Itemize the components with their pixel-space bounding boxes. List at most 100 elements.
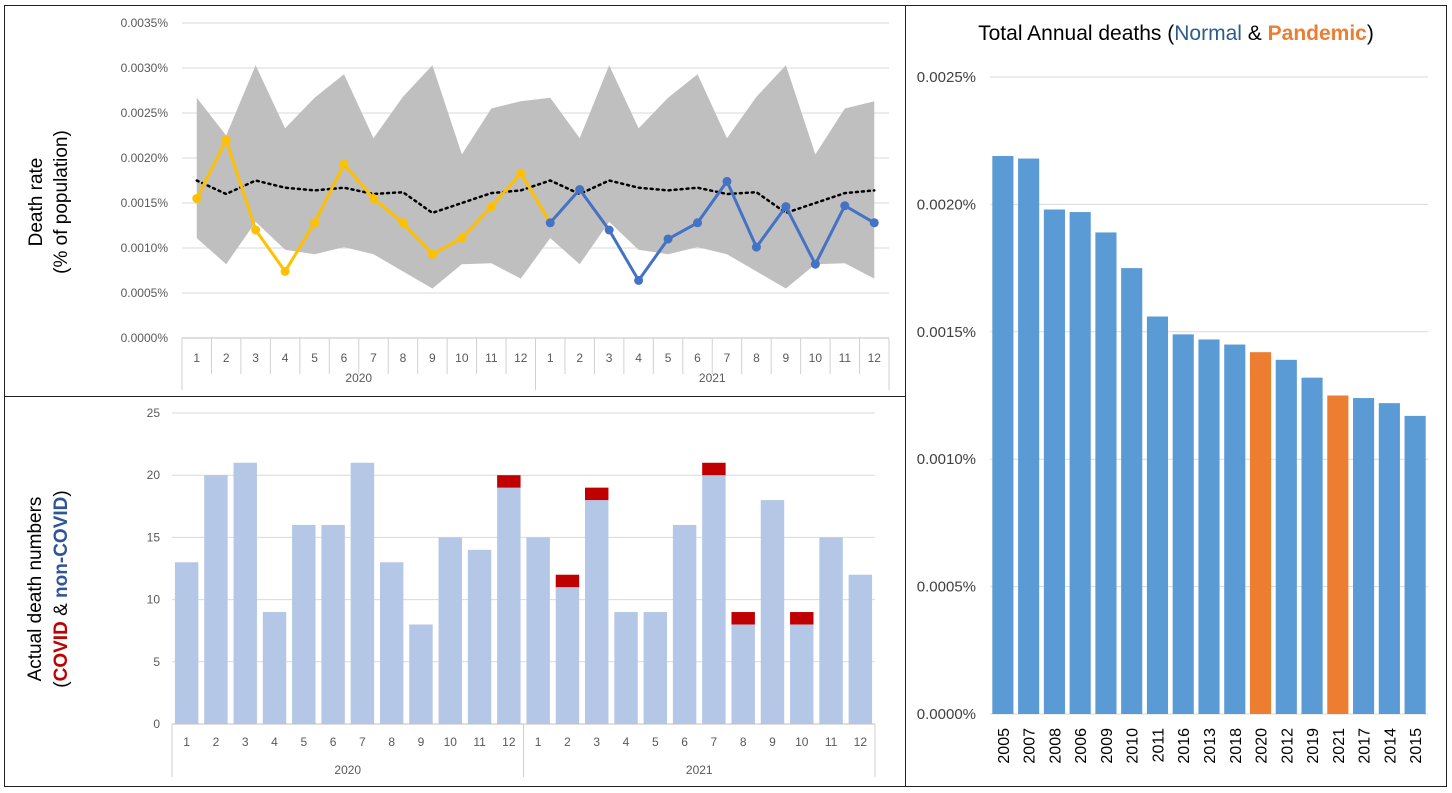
point-2020 [516,168,526,178]
death-rate-chart: 0.0000% 0.0005% 0.0010% 0.0015% 0.0020% 0.002… [26,16,890,390]
bar-non-covid [409,624,433,724]
year-label: 2020 [345,371,372,385]
point-2020 [310,218,320,228]
y-tick-label: 10 [147,593,161,607]
y-tick-label: 25 [147,406,161,420]
average-line [195,179,876,215]
point-2021 [693,218,703,228]
bar-covid [555,574,580,588]
y-tick-label: 0.0030% [121,61,169,75]
month-label: 8 [388,735,395,749]
y-tick-label: 0.0005% [917,579,976,596]
bar-non-covid [379,562,404,724]
bar-normal [1172,334,1194,714]
month-label: 4 [271,735,278,749]
bar-covid [702,462,726,476]
y-axis-title-line2: (% of population) [51,130,72,274]
month-label: 8 [400,351,407,365]
month-label: 6 [330,735,337,749]
month-label: 7 [724,351,731,365]
month-label: 8 [753,351,760,365]
bar-non-covid [321,524,345,724]
month-label: 12 [854,735,868,749]
year-label: 2021 [699,371,726,385]
y-tick-label: 0.0005% [121,286,169,300]
x-category-label: 2007 [1022,728,1039,764]
bar-normal [1043,209,1065,714]
y-axis-title-line1: Actual death numbers [25,497,46,682]
month-label: 9 [783,351,790,365]
bar-normal [1146,316,1169,714]
annual-deaths-chart-panel: Total Annual deaths (Normal & Pandemic) 0… [905,5,1447,787]
bar-normal [1353,398,1375,714]
y-tick-label: 15 [147,530,161,544]
x-category-label: 2019 [1305,728,1322,764]
month-label: 1 [535,735,542,749]
point-2021 [781,202,791,212]
x-category-label: 2009 [1099,728,1116,764]
month-label: 8 [740,735,747,749]
month-label: 3 [242,735,249,749]
point-2020 [486,202,496,212]
chart-title-part: & [1242,22,1268,45]
month-label: 1 [547,351,554,365]
month-label: 10 [455,351,469,365]
bar-non-covid [467,549,492,724]
month-label: 3 [606,351,613,365]
death-numbers-chart-panel: 0 5 10 15 20 25 1 2 3 4 5 6 7 8 9 10 11 12 1 2 3 4 5 6 7 8 9 10 11 12… [4,396,906,787]
series-2021-line [549,178,876,284]
month-label: 4 [282,351,289,365]
bar-non-covid [555,587,580,724]
month-label: 5 [311,351,318,365]
month-label: 10 [444,735,458,749]
x-category-label: 2011 [1150,728,1167,763]
point-2021 [722,176,732,186]
point-2021 [840,201,850,211]
month-label: 11 [839,351,852,365]
bar-non-covid [350,462,375,724]
month-label: 7 [370,351,377,365]
bar-pandemic [1249,352,1272,714]
month-label: 3 [252,351,259,365]
bar-normal [1275,359,1297,714]
month-label: 4 [623,735,630,749]
x-category-label: 2005 [996,728,1013,764]
point-2021 [634,275,644,285]
point-2021 [810,259,820,269]
x-category-label: 2021 [1331,728,1348,764]
month-label: 9 [418,735,425,749]
y-tick-label: 0.0015% [121,196,169,210]
y-tick-label: 0 [153,717,160,731]
y-axis-title-line1: Death rate [26,158,47,247]
bar-non-covid [204,475,228,724]
point-2021 [545,218,555,228]
point-2021 [869,218,879,228]
x-category-label: 2008 [1047,728,1064,764]
y-axis-title-part: ( [51,681,72,688]
bar-non-covid [497,487,521,724]
bar-non-covid [174,562,199,724]
bar-covid [790,612,814,625]
month-label: 1 [193,351,200,365]
bar-non-covid [848,574,873,724]
bar-non-covid [819,537,843,724]
month-label: 5 [665,351,672,365]
chart-title: Total Annual deaths (Normal & Pandemic) [978,22,1374,45]
point-2020 [457,233,467,243]
bar-normal [1301,377,1323,714]
year-label: 2020 [334,763,361,777]
month-label: 7 [711,735,718,749]
y-tick-label: 5 [153,655,160,669]
point-2020 [280,266,290,276]
bar-non-covid [233,462,257,724]
death-rate-chart-panel: 0.0000% 0.0005% 0.0010% 0.0015% 0.0020% 0.002… [4,5,906,397]
bar-non-covid [614,612,638,724]
bar-non-covid [731,624,755,724]
point-2020 [251,225,261,235]
x-category-label: 2012 [1279,728,1296,764]
y-tick-label: 0.0010% [917,451,976,468]
x-category-label: 2015 [1408,728,1425,764]
month-label: 11 [473,735,486,749]
x-category-label: 2017 [1357,728,1374,764]
point-2021 [751,242,761,252]
